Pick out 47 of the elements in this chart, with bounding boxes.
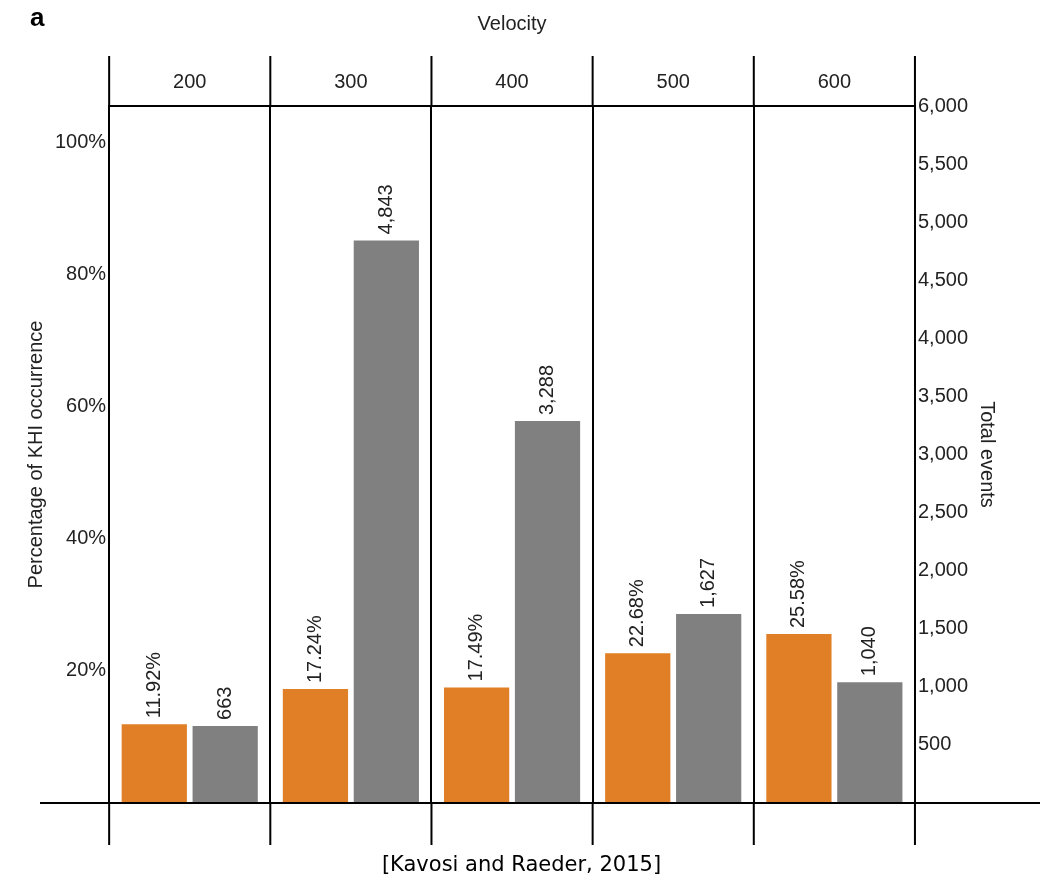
y2-axis-title: Total events [977, 401, 1000, 508]
y-tick-label: 100% [55, 129, 107, 152]
y-axis-title: Percentage of KHI occurrence [23, 320, 46, 589]
y2-tick-label: 4,000 [917, 325, 969, 348]
bar [514, 421, 581, 803]
data-label: 25.58% [786, 559, 809, 628]
data-label: 1,040 [857, 626, 880, 677]
bar [282, 689, 349, 803]
bar [676, 614, 742, 803]
y2-tick-label: 500 [917, 732, 952, 755]
x-axis-title: Velocity [477, 11, 547, 34]
bar [605, 653, 671, 803]
x-tick-label: 400 [495, 69, 529, 92]
y-tick-label: 60% [66, 394, 107, 417]
data-label: 3,288 [535, 364, 558, 416]
bar [837, 682, 903, 803]
data-label: 4,843 [373, 184, 396, 235]
y-tick-label: 80% [66, 261, 107, 284]
bar [443, 687, 510, 803]
x-tick-label: 300 [334, 69, 368, 92]
data-label: 17.49% [464, 613, 487, 682]
x-tick-label: 500 [656, 69, 690, 92]
bar [353, 240, 419, 803]
y-tick-label: 20% [66, 658, 107, 681]
data-label: 1,627 [696, 557, 719, 608]
data-label: 22.68% [625, 579, 648, 648]
bar [766, 634, 832, 803]
y2-tick-label: 5,000 [917, 209, 969, 232]
data-label: 663 [212, 686, 235, 720]
bar [192, 725, 258, 803]
y2-tick-label: 3,500 [917, 383, 969, 406]
y2-tick-label: 1,500 [917, 616, 969, 639]
x-tick-label: 600 [817, 69, 852, 92]
data-label: 11.92% [141, 651, 164, 719]
y2-tick-label: 3,000 [917, 442, 969, 465]
text: [Kavosi and Raeder, 2015] [380, 852, 663, 876]
y2-tick-label: 2,500 [917, 500, 969, 523]
y2-tick-label: 6,000 [917, 93, 969, 116]
data-label: 17.24% [302, 615, 325, 684]
y2-tick-label: 4,500 [917, 267, 969, 290]
bar [121, 724, 187, 803]
x-tick-label: 200 [173, 69, 207, 92]
y2-tick-label: 2,000 [917, 558, 969, 581]
y2-tick-label: 5,500 [917, 151, 969, 174]
y2-tick-label: 1,000 [917, 674, 969, 697]
y-tick-label: 40% [66, 526, 107, 549]
chart-title: a [30, 2, 45, 33]
